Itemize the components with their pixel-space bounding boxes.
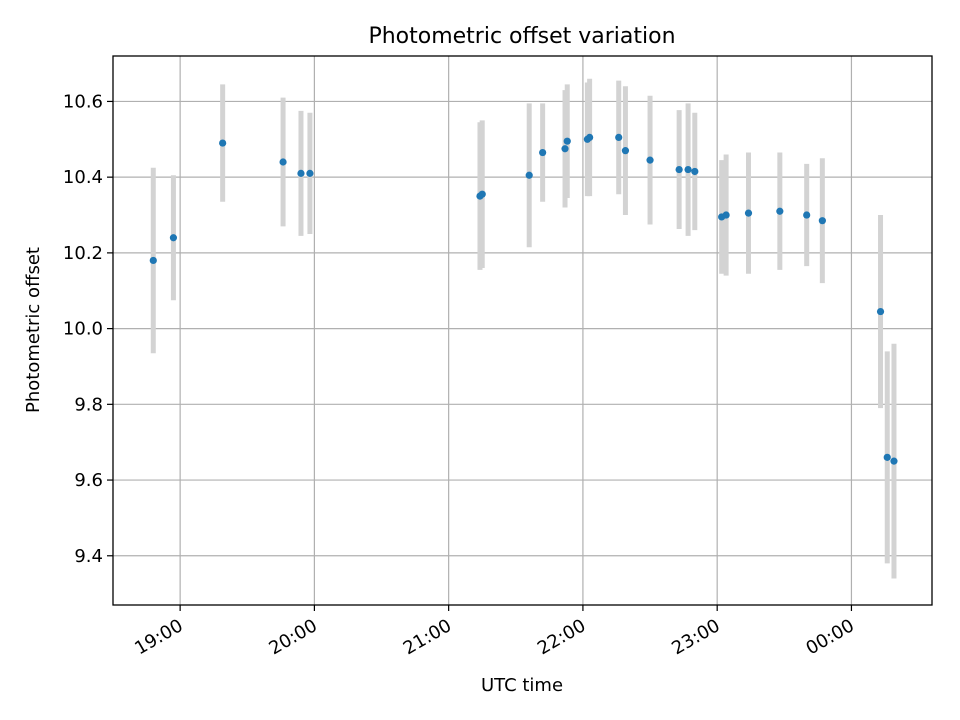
y-tick-label: 9.8 [74,394,103,415]
data-point [818,217,826,225]
x-axis-label: UTC time [481,675,563,696]
data-point [803,211,811,219]
data-point [744,209,753,217]
data-point [478,190,486,198]
data-point [675,165,683,174]
data-point [586,133,594,142]
axes-frame [112,55,933,606]
data-point [876,307,885,316]
data-point [563,137,571,145]
grid [113,56,932,605]
y-tick-label: 10.0 [63,319,103,340]
data-point [525,171,533,179]
y-tick-label: 10.6 [63,91,103,112]
chart-title: Photometric offset variation [368,24,675,49]
y-axis-label: Photometric offset [23,247,44,413]
y-tick-label: 9.4 [74,546,103,567]
data-point [890,457,898,465]
y-tick-label: 10.4 [63,167,103,188]
data-point [219,139,227,147]
data-point [615,133,623,142]
data-points [149,133,898,465]
data-point [684,165,692,174]
data-point [691,167,699,176]
data-point [776,207,784,215]
y-tick-label: 10.2 [63,243,103,264]
data-point [646,156,654,164]
data-point [279,158,287,166]
data-point [169,234,178,242]
data-point [883,453,891,461]
y-tick-label: 9.6 [74,470,103,491]
data-point [621,147,630,155]
data-point [561,145,569,153]
data-point [306,169,314,177]
data-point [539,148,547,157]
y-ticks: 9.4 9.6 9.8 10.0 10.2 10.4 10.6 [63,91,113,567]
data-point [149,256,157,265]
data-point [297,169,305,177]
data-point [722,211,730,219]
